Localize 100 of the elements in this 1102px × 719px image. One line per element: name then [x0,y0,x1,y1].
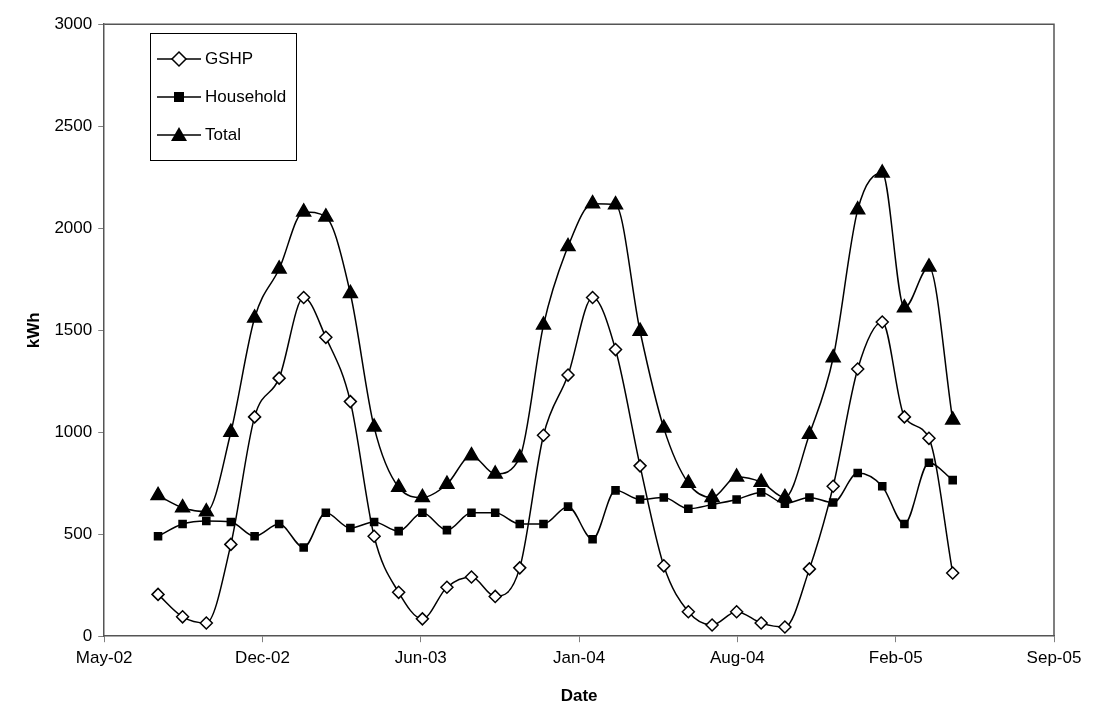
point [732,495,741,504]
y-tick-label: 500 [63,523,93,543]
point [897,410,912,424]
x-tick-label: Jan-04 [553,648,606,668]
point [319,330,333,345]
point [174,498,191,513]
point [151,587,165,602]
point [512,448,528,463]
point [922,431,936,446]
point [202,516,211,526]
point [295,203,312,217]
point [487,465,503,479]
point [246,309,263,323]
point [513,561,527,575]
point [828,498,838,507]
point [198,503,214,517]
point [853,468,862,478]
point [805,493,814,502]
point [415,612,430,626]
point [343,394,358,409]
point [153,531,163,541]
point [536,428,551,443]
point [467,508,476,518]
point [754,616,768,630]
point [611,486,620,495]
point [948,475,957,485]
point [271,260,287,274]
point [539,519,548,529]
point [346,523,355,533]
legend-label: Total [205,125,241,145]
point [321,508,331,518]
point [924,458,934,468]
point [464,570,479,584]
y-tick-label: 2500 [54,115,93,135]
point [680,474,697,488]
point [440,580,454,594]
point [390,478,407,493]
point [684,504,693,513]
point [439,475,455,489]
point [825,348,841,363]
point [414,488,431,503]
x-tick-label: May-02 [75,648,133,668]
point [366,418,382,432]
legend-label: GSHP [205,49,254,69]
point [299,543,308,552]
point [560,237,576,252]
point [632,322,648,336]
point [753,473,769,487]
x-tick-label: Sep-05 [1026,648,1082,668]
point [921,258,937,272]
point [150,486,166,501]
x-tick-label: Dec-02 [235,648,290,668]
point [729,604,744,619]
y-tick-label: 0 [82,625,93,645]
point [318,208,334,222]
point [681,604,696,619]
point [247,410,262,424]
point [585,290,600,305]
point [826,479,840,494]
y-tick-label: 1500 [54,319,93,339]
point [778,620,792,634]
point [801,425,818,439]
x-tick-label: Feb-05 [868,648,923,668]
point [756,488,766,497]
point [945,411,961,425]
point [418,508,427,518]
point [394,526,403,536]
point [296,290,311,305]
point [896,299,913,313]
point [488,589,502,604]
point [535,316,552,330]
point [874,164,890,178]
point [850,362,865,376]
x-tick-label: Aug-04 [709,648,765,668]
y-tick-label: 1000 [54,421,93,441]
point [490,508,500,518]
point [584,194,601,209]
point [274,519,284,529]
point [877,481,887,491]
point [900,519,909,529]
point [588,535,597,544]
point [391,585,406,600]
point [635,495,645,504]
point [224,537,238,552]
point [607,195,624,210]
point [705,618,719,632]
x-axis-title: Date [560,686,598,706]
point [656,419,672,433]
point [342,284,359,299]
point [802,562,817,576]
point [945,566,960,580]
point [178,519,187,529]
point [875,315,889,329]
x-tick-label: Jun-03 [394,648,447,668]
y-tick-label: 2000 [54,217,93,237]
point [463,446,480,461]
point [223,423,239,437]
point [272,371,286,385]
legend-label: Household [205,87,287,107]
point [250,531,259,541]
